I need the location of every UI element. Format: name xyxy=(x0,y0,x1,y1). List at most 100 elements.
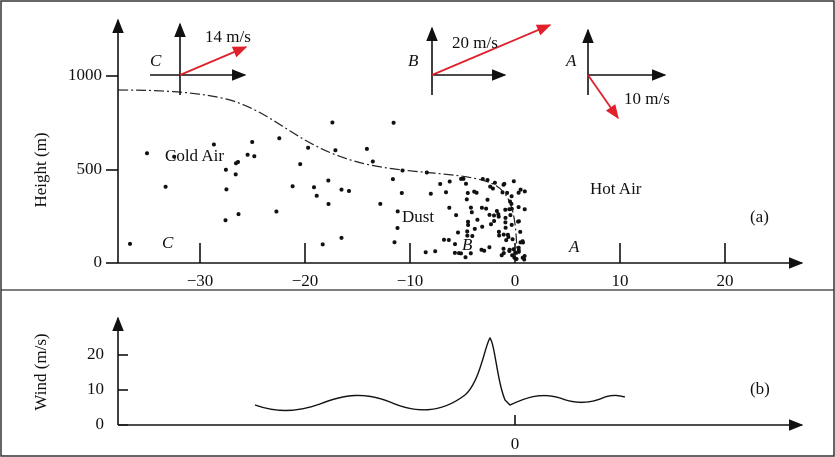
dust-particle xyxy=(505,190,510,195)
dust-particle xyxy=(245,152,250,157)
dust-particle xyxy=(468,251,473,256)
dust-particle xyxy=(298,162,303,167)
dust-particle xyxy=(347,189,351,193)
wind-arrow xyxy=(431,24,552,76)
x-tick-label: 10 xyxy=(612,271,629,290)
dust-particle xyxy=(464,197,469,202)
wind-vector-a: A 10 m/s xyxy=(565,28,670,120)
dust-particle xyxy=(479,247,484,252)
dust-particle xyxy=(511,247,516,252)
dust-particle xyxy=(456,230,460,235)
position-label: C xyxy=(162,233,174,252)
dust-particle xyxy=(326,178,331,183)
dust-particle xyxy=(485,197,490,202)
dust-particle xyxy=(508,213,513,218)
dust-particle xyxy=(428,191,433,196)
dust-particle xyxy=(392,240,397,245)
dust-particle xyxy=(516,219,521,224)
dust-particle xyxy=(447,179,452,184)
dust-particle xyxy=(501,246,506,251)
dust-particle xyxy=(333,148,338,153)
dust-label: Dust xyxy=(402,207,434,226)
wind-vector-c: C 14 m/s xyxy=(150,22,251,95)
x-tick-label: 20 xyxy=(717,271,734,290)
dust-particle xyxy=(522,189,527,194)
vector-label: C xyxy=(150,51,162,70)
dust-particle xyxy=(511,179,516,184)
wind-profile xyxy=(254,336,626,412)
dust-particle xyxy=(326,202,331,206)
y-axis-label: Wind (m/s) xyxy=(31,333,50,410)
dust-particle xyxy=(466,219,470,224)
dust-particle xyxy=(492,180,497,185)
y-axis-label: Height (m) xyxy=(31,132,50,207)
x-tick-label: −30 xyxy=(187,271,214,290)
wind-vector-b: B 20 m/s xyxy=(408,24,552,95)
dust-particle xyxy=(472,226,477,231)
dust-particle xyxy=(444,190,448,195)
panel-label: (b) xyxy=(750,379,770,398)
dust-particle xyxy=(424,170,429,175)
x-tick-label: 0 xyxy=(511,434,520,453)
dust-particle xyxy=(497,233,502,238)
speed-label: 14 m/s xyxy=(205,27,251,46)
y-tick-label: 20 xyxy=(87,344,104,363)
y-tick-label: 1000 xyxy=(68,65,102,84)
dust-particle xyxy=(516,205,521,210)
panel-a: 0 500 1000 −30 −20 −10 0 10 20 Height (m) Cold … xyxy=(31,18,804,290)
dust-particle xyxy=(513,250,518,255)
dust-particle xyxy=(438,182,443,186)
dust-particle xyxy=(423,250,428,255)
dust-particle xyxy=(446,238,451,242)
dust-particle xyxy=(488,184,493,189)
dust-particle xyxy=(468,205,473,210)
dust-particle xyxy=(466,223,471,227)
dust-particle xyxy=(514,257,519,261)
vector-label: A xyxy=(565,51,577,70)
dust-particle xyxy=(492,213,496,218)
dust-particle xyxy=(172,154,177,159)
x-tick-label: −10 xyxy=(397,271,424,290)
dust-particle xyxy=(145,151,149,156)
wind-arrow xyxy=(179,46,248,76)
y-tick-label: 500 xyxy=(77,159,103,178)
panel-b: 0 10 20 0 Wind (m/s) (b) xyxy=(31,316,804,453)
dust-particle xyxy=(494,209,499,213)
position-label: B xyxy=(462,235,473,254)
dust-particle xyxy=(461,176,466,181)
dust-particle xyxy=(364,146,369,151)
dust-particle xyxy=(128,241,132,246)
dust-particle xyxy=(503,207,508,212)
dust-particle xyxy=(453,242,457,247)
dust-particle xyxy=(400,168,405,173)
y-tick-label: 0 xyxy=(94,252,103,271)
panel-label: (a) xyxy=(750,207,769,226)
cold-air-boundary xyxy=(117,89,518,256)
dust-particle xyxy=(503,215,508,220)
dust-particle xyxy=(484,206,489,211)
dust-particle xyxy=(503,225,508,230)
dust-particle xyxy=(395,209,400,214)
dust-particle xyxy=(339,235,344,240)
dust-particle xyxy=(378,201,383,206)
dust-particle xyxy=(500,190,505,195)
dust-particle xyxy=(391,120,396,125)
dust-particle xyxy=(501,232,506,237)
dust-particle xyxy=(314,193,319,198)
dust-particle xyxy=(520,255,525,260)
dust-particle xyxy=(274,209,279,214)
dust-particle xyxy=(509,201,514,206)
dust-particle xyxy=(370,159,375,164)
dust-particle xyxy=(252,154,257,159)
dust-particle xyxy=(522,207,527,212)
dust-particle xyxy=(518,240,523,245)
dust-particle xyxy=(464,181,468,186)
dust-particle xyxy=(469,210,474,215)
dust-particle xyxy=(433,249,438,254)
dust-particle xyxy=(496,212,501,217)
dust-particle xyxy=(489,222,493,227)
dust-particle xyxy=(390,177,395,182)
dust-particle xyxy=(236,212,241,217)
dust-particle xyxy=(223,167,228,172)
dust-particle xyxy=(496,229,501,234)
